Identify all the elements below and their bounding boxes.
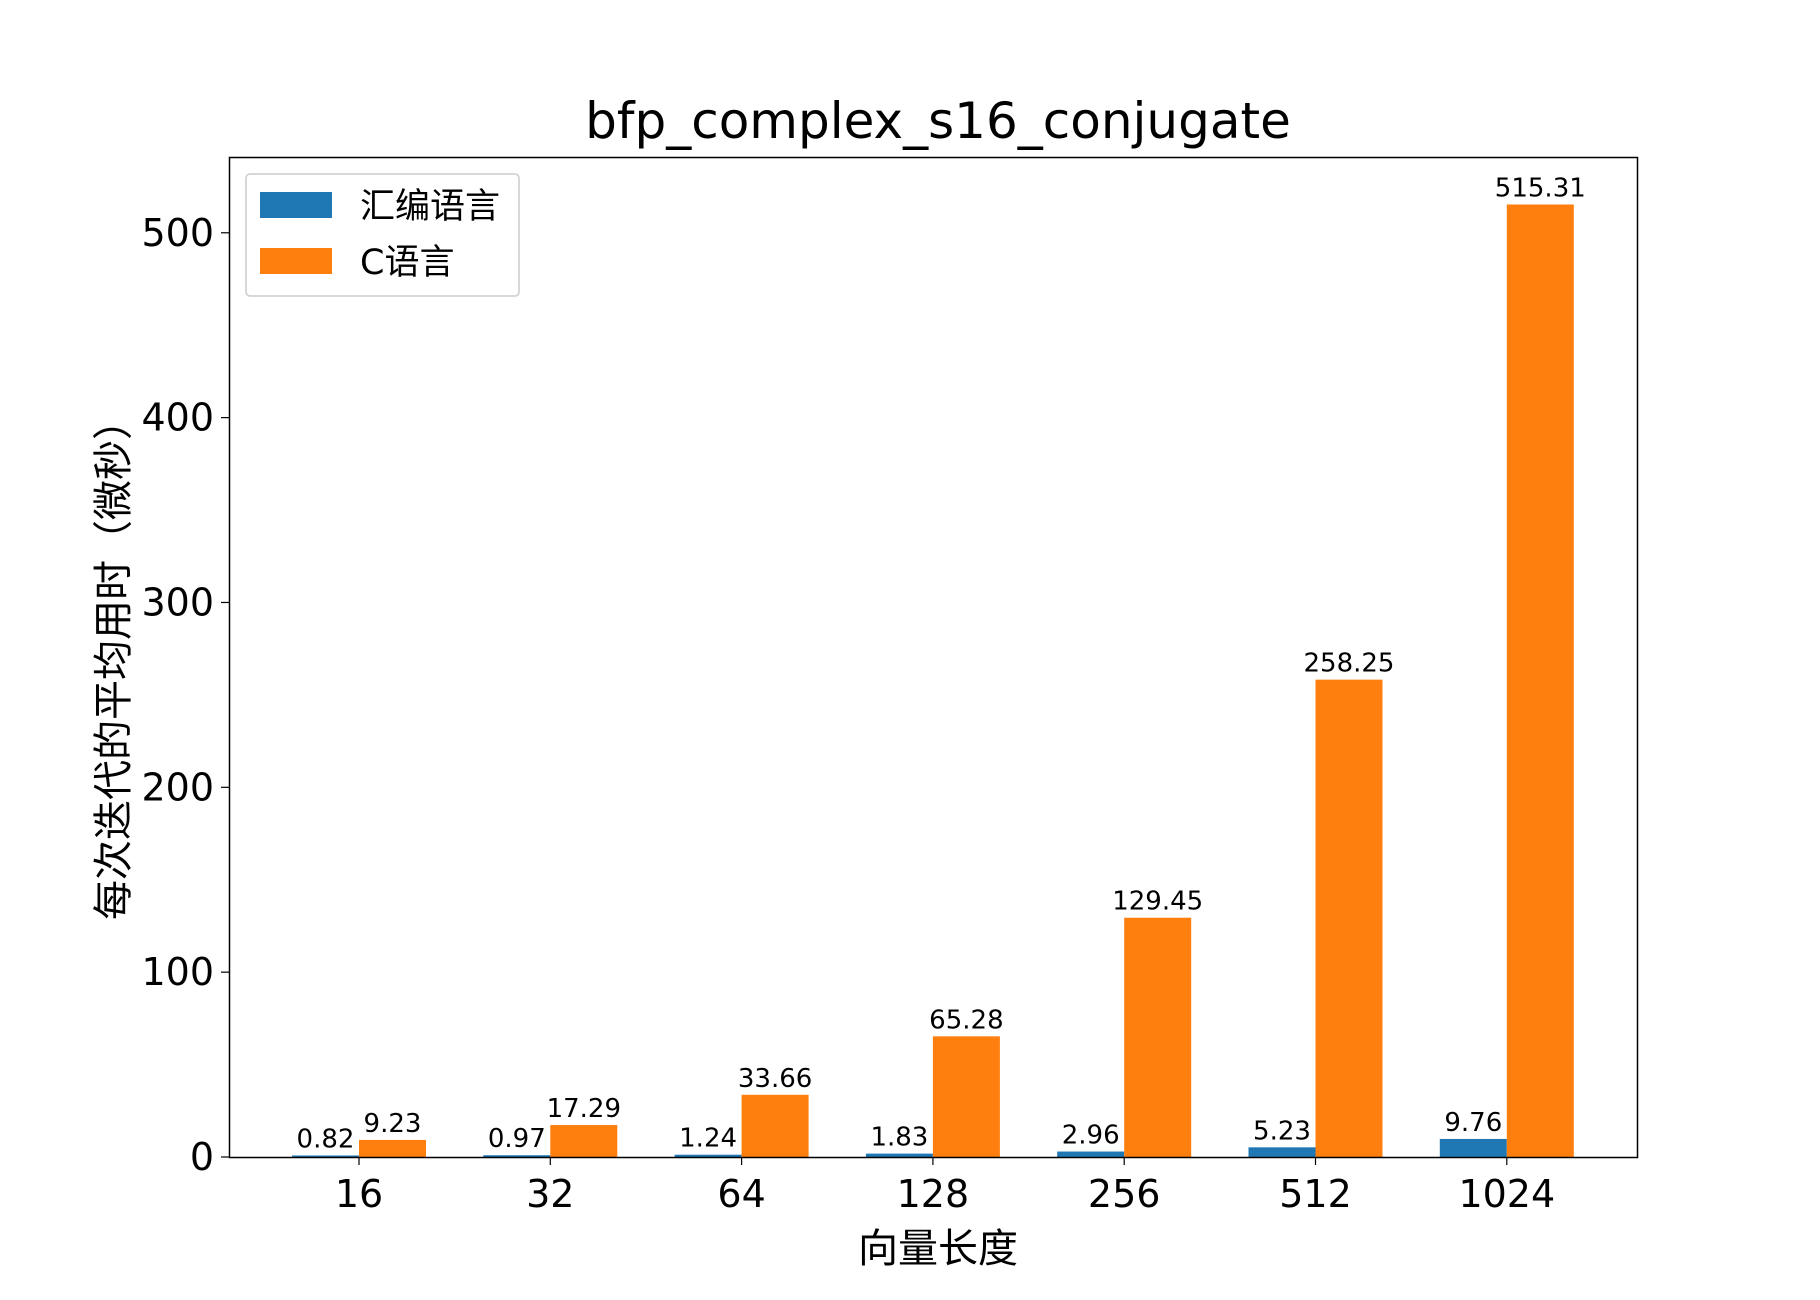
bar-c-32 (550, 1125, 618, 1157)
y-tick-label: 100 (141, 950, 214, 994)
legend-label-c: C语言 (360, 243, 454, 283)
y-tick-label: 500 (141, 211, 214, 255)
data-label: 0.82 (297, 1124, 355, 1154)
legend-label-asm: 汇编语言 (360, 187, 500, 227)
bar-c-16 (359, 1139, 426, 1157)
x-tick-label: 1024 (1458, 1172, 1555, 1216)
data-label: 9.23 (364, 1109, 422, 1139)
data-label: 1.24 (679, 1124, 737, 1154)
data-label: 129.45 (1112, 887, 1203, 917)
y-tick-label: 200 (141, 765, 214, 809)
x-tick-label: 512 (1279, 1172, 1352, 1216)
data-label: 1.83 (870, 1123, 928, 1153)
bar-c-256 (1124, 917, 1192, 1157)
x-tick-label: 16 (335, 1172, 383, 1216)
data-label: 9.76 (1444, 1108, 1502, 1138)
y-tick-label: 300 (141, 580, 214, 624)
bar-asm-512 (1248, 1147, 1316, 1157)
data-label: 33.66 (738, 1064, 812, 1094)
bar-asm-128 (865, 1153, 933, 1157)
y-tick-label: 400 (141, 396, 214, 440)
x-tick-label: 256 (1088, 1172, 1161, 1216)
bar-asm-256 (1057, 1151, 1125, 1157)
data-label: 258.25 (1304, 649, 1395, 679)
bar-c-1024 (1506, 204, 1574, 1157)
y-axis-label: 每次迭代的平均用时（微秒） (91, 400, 137, 920)
x-axis-label: 向量长度 (858, 1226, 1018, 1272)
plot-frame (228, 156, 1639, 1159)
data-label: 5.23 (1253, 1116, 1311, 1146)
bar-asm-64 (674, 1154, 742, 1157)
x-tick-label: 64 (717, 1172, 765, 1216)
x-tick-label: 32 (526, 1172, 574, 1216)
bar-c-128 (932, 1036, 1000, 1157)
data-label: 0.97 (488, 1124, 546, 1154)
chart-title: bfp_complex_s16_conjugate (585, 92, 1291, 150)
y-tick-label: 0 (190, 1135, 214, 1179)
bar-c-512 (1315, 679, 1383, 1157)
bar-asm-16 (292, 1155, 359, 1157)
bar-asm-32 (483, 1155, 551, 1157)
x-tick-label: 128 (897, 1172, 970, 1216)
data-label: 2.96 (1062, 1121, 1120, 1151)
legend-swatch-asm (260, 192, 332, 218)
data-label: 515.31 (1495, 173, 1586, 203)
bar-c-64 (741, 1094, 809, 1157)
legend-swatch-c (260, 248, 332, 274)
legend: 汇编语言 C语言 (245, 173, 520, 297)
data-label: 65.28 (929, 1005, 1003, 1035)
bar-asm-1024 (1439, 1138, 1507, 1157)
data-label: 17.29 (547, 1094, 621, 1124)
